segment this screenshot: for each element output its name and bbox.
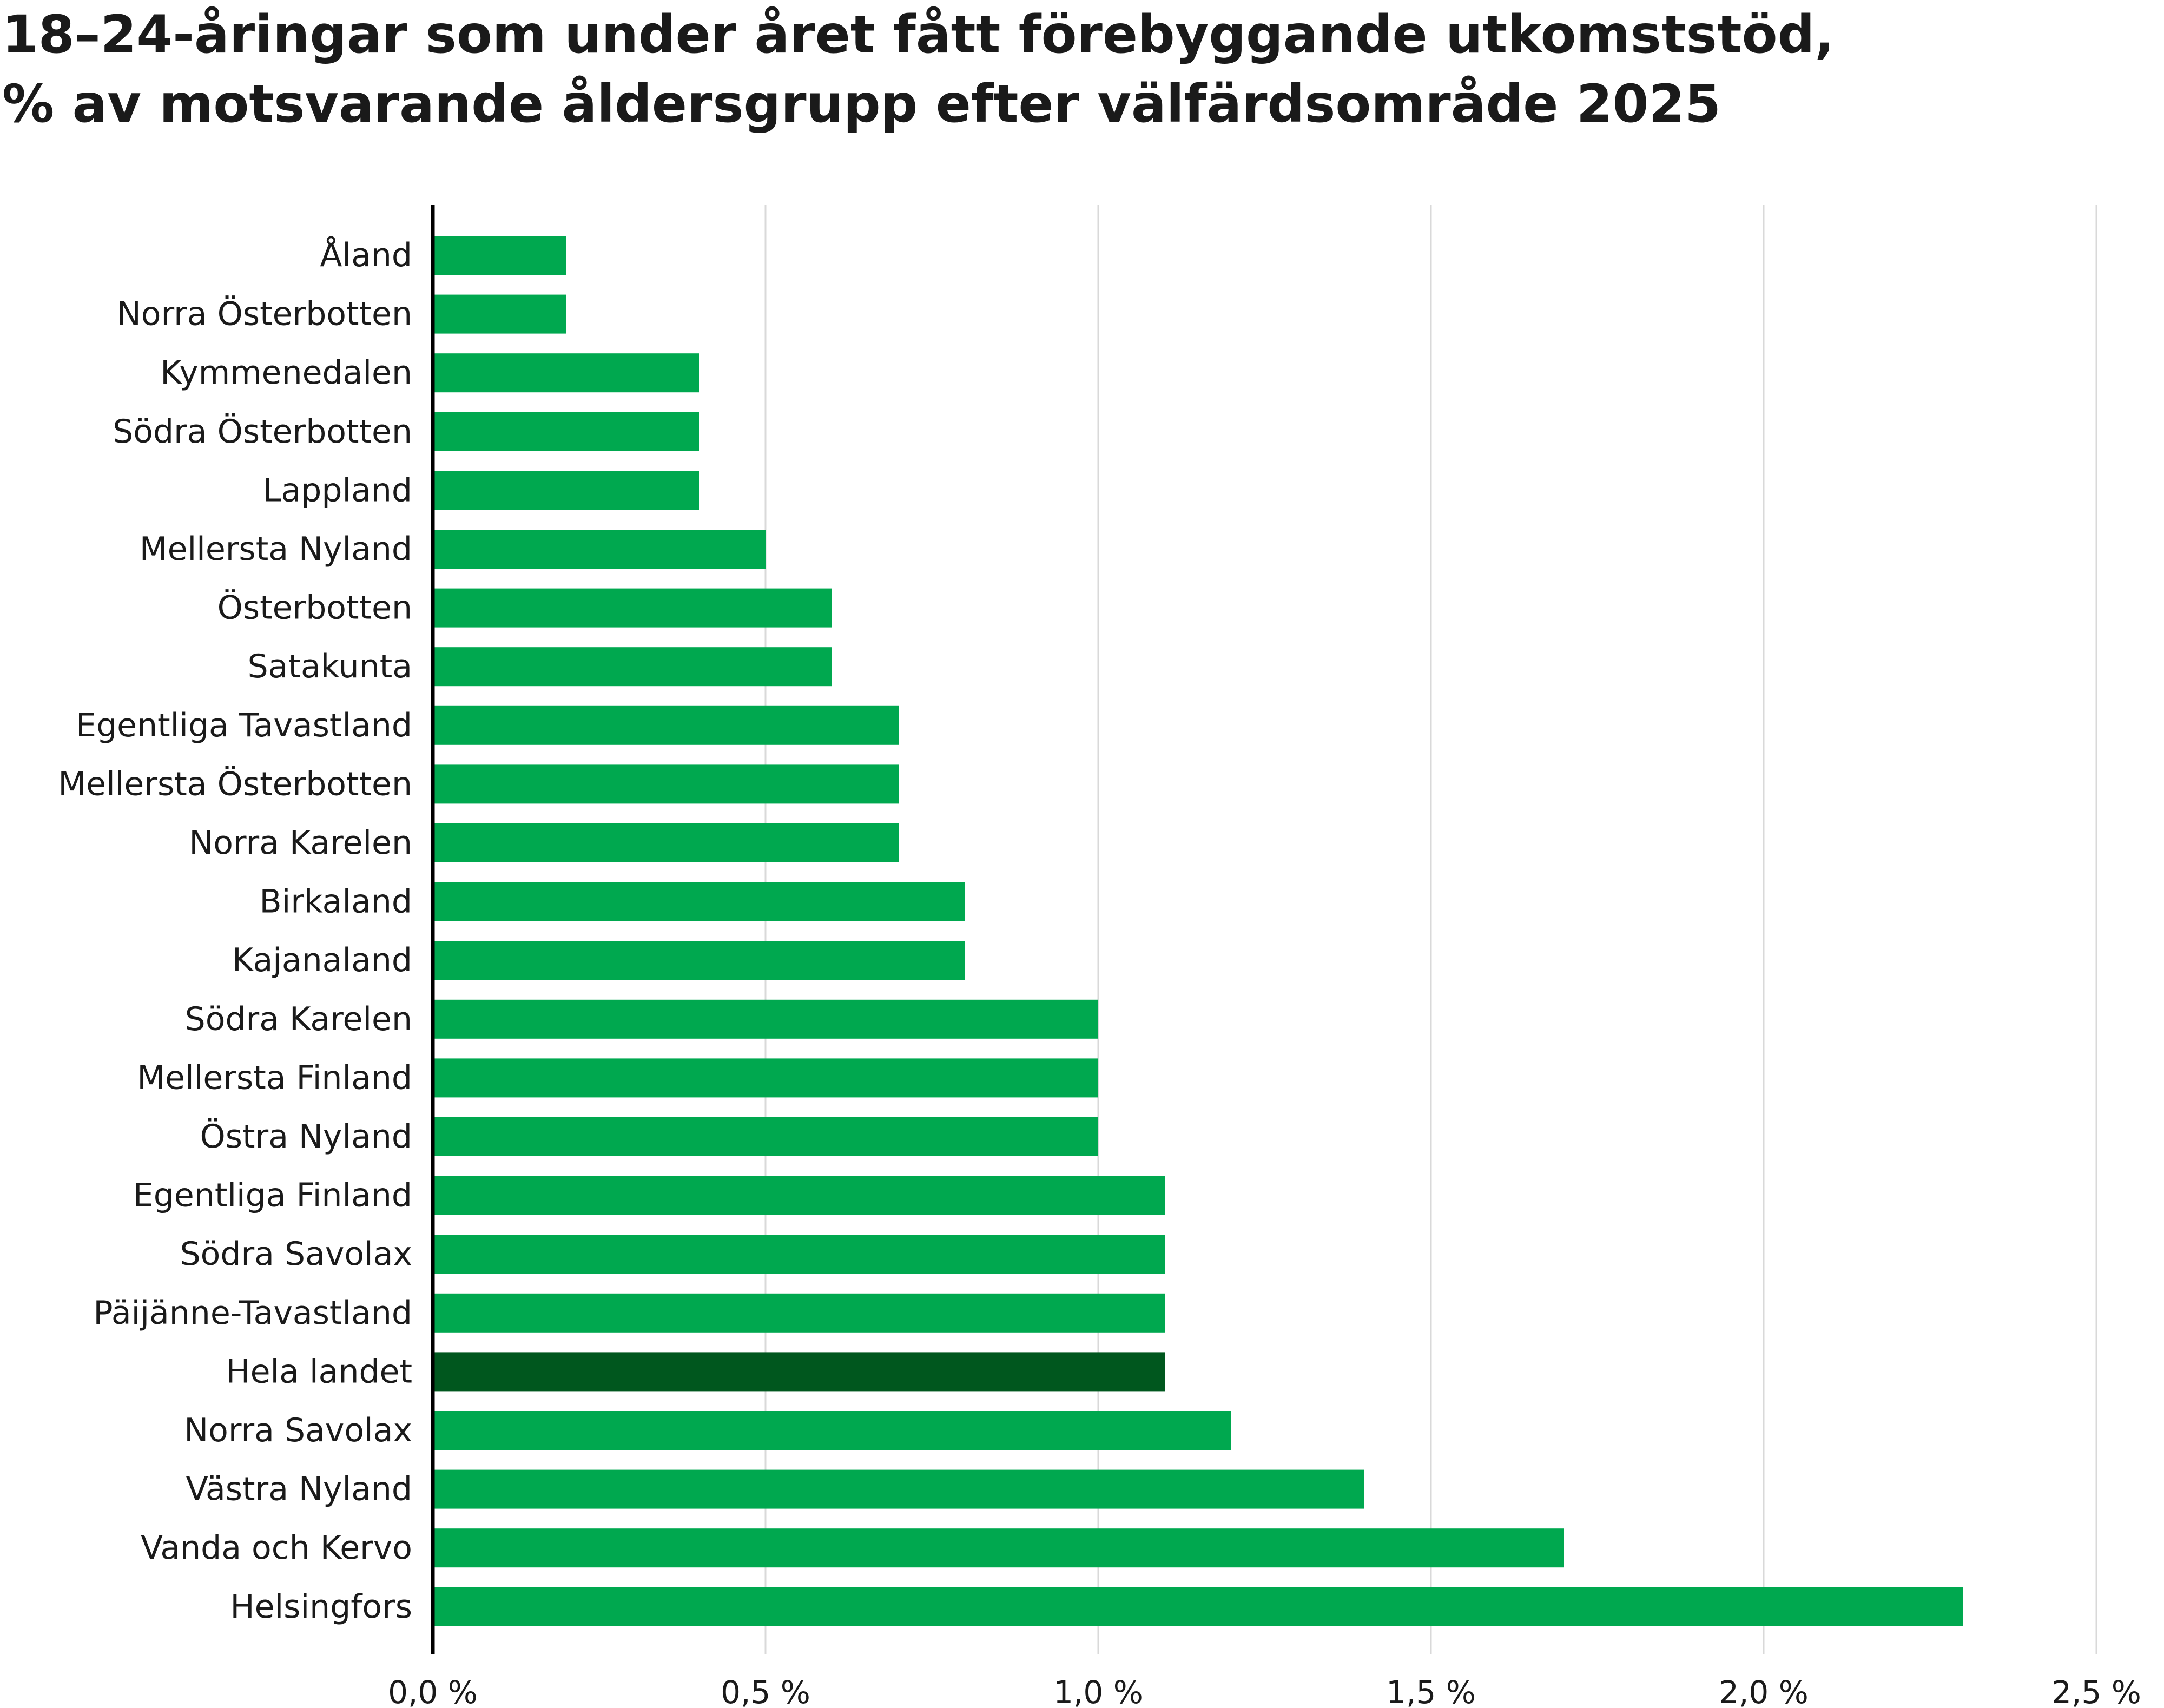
bar	[433, 294, 566, 334]
chart-title: 18–24-åringar som under året fått föreby…	[2, 4, 1835, 134]
category-label: Egentliga Tavastland	[76, 707, 412, 744]
x-tick-label: 0,5 %	[721, 1674, 810, 1708]
category-label: Päijänne-Tavastland	[93, 1294, 412, 1332]
bar	[433, 353, 699, 393]
x-tick-label: 1,5 %	[1386, 1674, 1476, 1708]
x-tick-label: 0,0 %	[388, 1674, 478, 1708]
bar	[433, 1117, 1098, 1156]
category-label: Södra Österbotten	[113, 412, 412, 451]
x-tick-label: 2,0 %	[1719, 1674, 1809, 1708]
bar	[433, 647, 832, 687]
category-label: Västra Nyland	[186, 1470, 412, 1508]
category-label: Mellersta Österbotten	[58, 764, 412, 803]
category-label: Österbotten	[217, 589, 412, 627]
category-label: Norra Savolax	[184, 1412, 412, 1449]
bars	[433, 236, 1963, 1626]
bar	[433, 1293, 1165, 1333]
category-label: Norra Österbotten	[117, 295, 412, 333]
category-label: Norra Karelen	[189, 824, 412, 862]
bar	[433, 764, 899, 804]
x-tick-labels: 0,0 % 0,5 % 1,0 % 1,5 % 2,0 % 2,5 %	[388, 1674, 2141, 1708]
bar	[433, 1176, 1165, 1215]
x-tick-label: 2,5 %	[2051, 1674, 2141, 1708]
bar	[433, 1469, 1364, 1509]
bar	[433, 1235, 1165, 1274]
category-label: Hela landet	[226, 1353, 412, 1390]
bar	[433, 705, 899, 745]
bar	[433, 236, 566, 275]
bar	[433, 941, 965, 980]
category-labels: Åland Norra Österbotten Kymmenedalen Södra …	[58, 236, 412, 1626]
category-label: Birkaland	[259, 883, 412, 921]
bar	[433, 530, 766, 569]
category-label: Lappland	[263, 471, 412, 509]
bar	[433, 1411, 1231, 1450]
x-tick-label: 1,0 %	[1053, 1674, 1143, 1708]
category-label: Kajanaland	[232, 941, 412, 979]
bar	[433, 1528, 1564, 1568]
bar	[433, 1587, 1963, 1626]
bar	[433, 882, 965, 921]
bar	[433, 823, 899, 862]
bar	[433, 1058, 1098, 1098]
category-label: Mellersta Nyland	[140, 530, 412, 568]
category-label: Vanda och Kervo	[141, 1529, 412, 1567]
bar	[433, 588, 832, 628]
category-label: Södra Savolax	[180, 1235, 412, 1273]
category-label: Kymmenedalen	[160, 354, 412, 392]
category-label: Satakunta	[248, 648, 412, 685]
category-label: Mellersta Finland	[137, 1059, 412, 1097]
bar	[433, 999, 1098, 1039]
bar	[433, 471, 699, 510]
category-label: Östra Nyland	[200, 1117, 412, 1156]
category-label: Egentliga Finland	[133, 1177, 412, 1215]
category-label: Åland	[320, 236, 412, 274]
category-label: Helsingfors	[230, 1588, 412, 1626]
bar	[433, 1352, 1165, 1392]
bar	[433, 412, 699, 451]
category-label: Södra Karelen	[185, 1000, 412, 1038]
